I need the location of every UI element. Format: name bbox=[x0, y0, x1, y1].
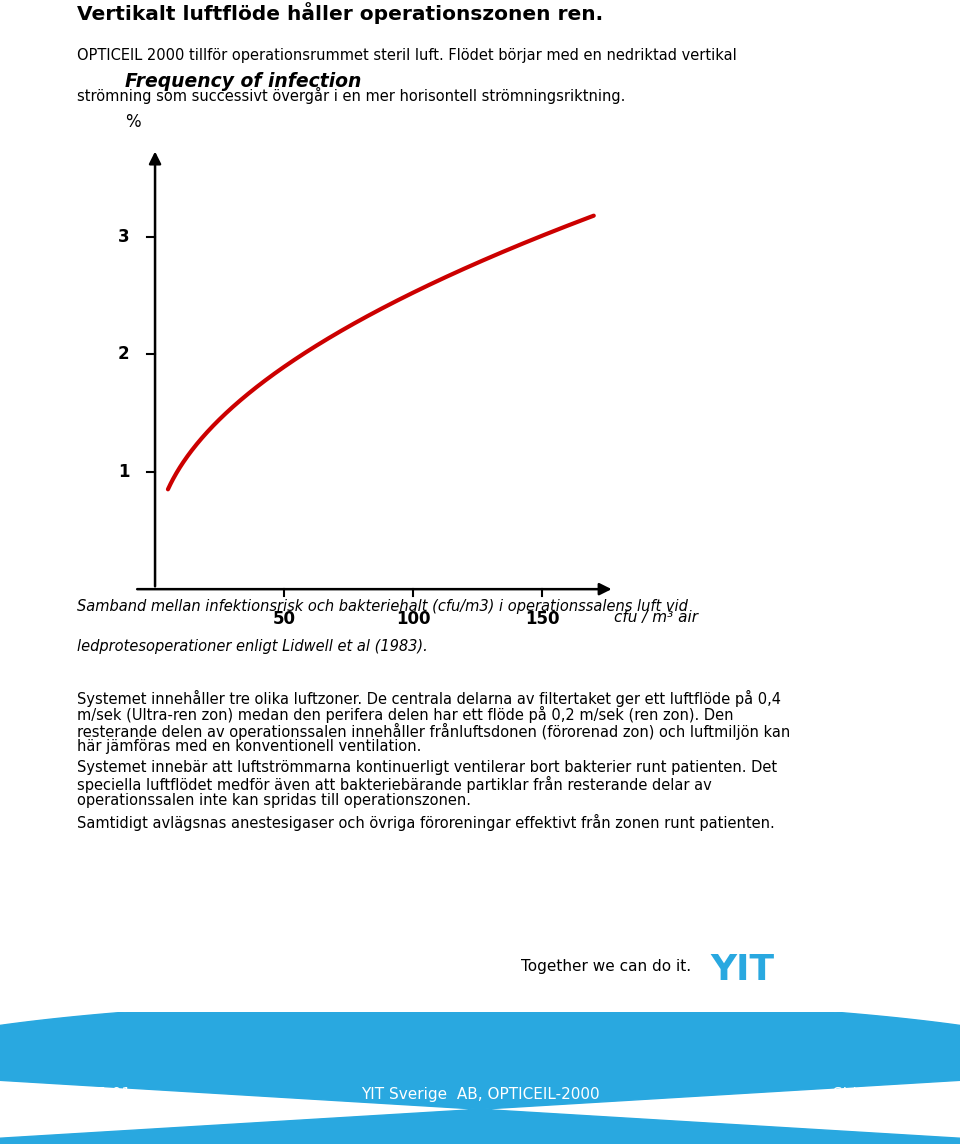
Text: Samband mellan infektionsrisk och bakteriehalt (cfu/m3) i operationssalens luft : Samband mellan infektionsrisk och bakter… bbox=[77, 599, 687, 614]
Polygon shape bbox=[0, 1000, 960, 1144]
Text: strömning som successivt övergår i en mer horisontell strömningsriktning.: strömning som successivt övergår i en me… bbox=[77, 87, 625, 103]
Text: YIT: YIT bbox=[710, 953, 775, 987]
Text: Systemet innehåller tre olika luftzoner. De centrala delarna av filtertaket ger : Systemet innehåller tre olika luftzoner.… bbox=[77, 690, 780, 707]
Text: här jämföras med en konventionell ventilation.: här jämföras med en konventionell ventil… bbox=[77, 739, 421, 754]
Text: Samtidigt avlägsnas anestesigaser och övriga föroreningar effektivt från zonen r: Samtidigt avlägsnas anestesigaser och öv… bbox=[77, 813, 775, 831]
Text: speciella luftflödet medför även att bakteriebärande partiklar från resterande d: speciella luftflödet medför även att bak… bbox=[77, 777, 711, 794]
Text: Frequency of infection: Frequency of infection bbox=[125, 72, 361, 92]
Text: Sida 3(3): Sida 3(3) bbox=[833, 1087, 902, 1102]
Text: 150: 150 bbox=[525, 610, 560, 628]
Text: 100: 100 bbox=[396, 610, 430, 628]
Text: Systemet innebär att luftströmmarna kontinuerligt ventilerar bort bakterier runt: Systemet innebär att luftströmmarna kont… bbox=[77, 760, 777, 774]
Text: YIT Sverige  AB, OPTICEIL-2000: YIT Sverige AB, OPTICEIL-2000 bbox=[361, 1087, 599, 1102]
Text: Ver:05-01: Ver:05-01 bbox=[58, 1087, 132, 1102]
Text: m/sek (Ultra-ren zon) medan den perifera delen har ett flöde på 0,2 m/sek (ren z: m/sek (Ultra-ren zon) medan den perifera… bbox=[77, 706, 733, 723]
Text: resterande delen av operationssalen innehåller frånluftsdonen (förorenad zon) oc: resterande delen av operationssalen inne… bbox=[77, 723, 790, 740]
Text: ledprotesoperationer enligt Lidwell et al (1983).: ledprotesoperationer enligt Lidwell et a… bbox=[77, 639, 427, 654]
Text: 1: 1 bbox=[118, 462, 130, 480]
Text: OPTICEIL 2000 tillför operationsrummet steril luft. Flödet börjar med en nedrikt: OPTICEIL 2000 tillför operationsrummet s… bbox=[77, 48, 736, 63]
Text: 2: 2 bbox=[118, 345, 130, 364]
Text: %: % bbox=[125, 113, 140, 132]
Text: cfu / m³ air: cfu / m³ air bbox=[614, 610, 699, 626]
Text: operationssalen inte kan spridas till operationszonen.: operationssalen inte kan spridas till op… bbox=[77, 793, 470, 808]
Text: 50: 50 bbox=[273, 610, 296, 628]
Text: 3: 3 bbox=[118, 228, 130, 246]
Text: Together we can do it.: Together we can do it. bbox=[521, 959, 691, 975]
Text: Vertikalt luftflöde håller operationszonen ren.: Vertikalt luftflöde håller operationszon… bbox=[77, 2, 603, 24]
